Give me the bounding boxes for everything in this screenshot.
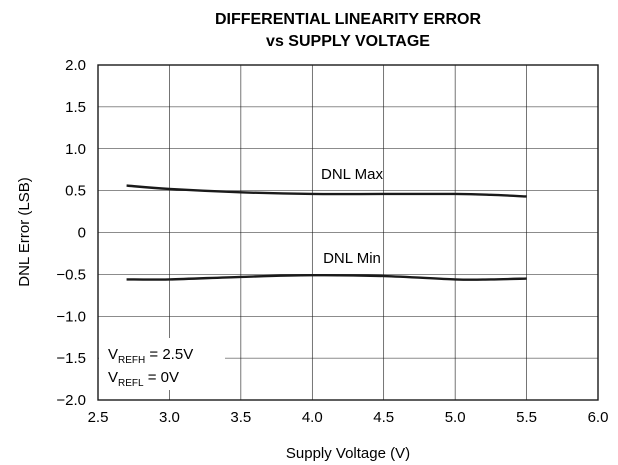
x-tick-label: 6.0 [588, 409, 609, 426]
x-axis-label: Supply Voltage (V) [286, 445, 410, 462]
chart-title: DIFFERENTIAL LINEARITY ERROR [215, 11, 482, 28]
y-tick-label: 2.0 [65, 57, 86, 74]
grid [98, 65, 598, 400]
annotation-vrefh: VREFH = 2.5V [108, 346, 193, 366]
x-tick-label: 2.5 [88, 409, 109, 426]
x-tick-label: 5.0 [445, 409, 466, 426]
x-tick-label: 4.5 [373, 409, 394, 426]
y-tick-label: 1.0 [65, 141, 86, 158]
series-line-dnl-min [126, 273, 527, 281]
series-line-dnl-max [126, 184, 527, 198]
x-tick-label: 3.0 [159, 409, 180, 426]
y-tick-label: −1.0 [56, 308, 86, 325]
chart-subtitle: vs SUPPLY VOLTAGE [266, 33, 430, 50]
y-tick-label: −0.5 [56, 266, 86, 283]
x-tick-labels: 2.5 3.0 3.5 4.0 4.5 5.0 5.5 6.0 [88, 409, 609, 426]
series-lines [126, 184, 527, 281]
x-tick-label: 3.5 [230, 409, 251, 426]
y-tick-label: −2.0 [56, 392, 86, 409]
x-tick-label: 4.0 [302, 409, 323, 426]
y-tick-label: −1.5 [56, 350, 86, 367]
x-tick-label: 5.5 [516, 409, 537, 426]
y-tick-labels: 2.0 1.5 1.0 0.5 0 −0.5 −1.0 −1.5 −2.0 [56, 57, 86, 409]
y-axis-label: DNL Error (LSB) [16, 177, 33, 286]
y-tick-label: 0 [78, 225, 86, 242]
annotation-vrefl: VREFL = 0V [108, 369, 179, 389]
series-label-dnl-max: DNL Max [321, 166, 383, 183]
y-tick-label: 1.5 [65, 99, 86, 116]
y-tick-label: 0.5 [65, 183, 86, 200]
plot-area-frame [97, 64, 599, 401]
series-label-dnl-min: DNL Min [323, 250, 381, 267]
annotation-background [99, 338, 225, 390]
